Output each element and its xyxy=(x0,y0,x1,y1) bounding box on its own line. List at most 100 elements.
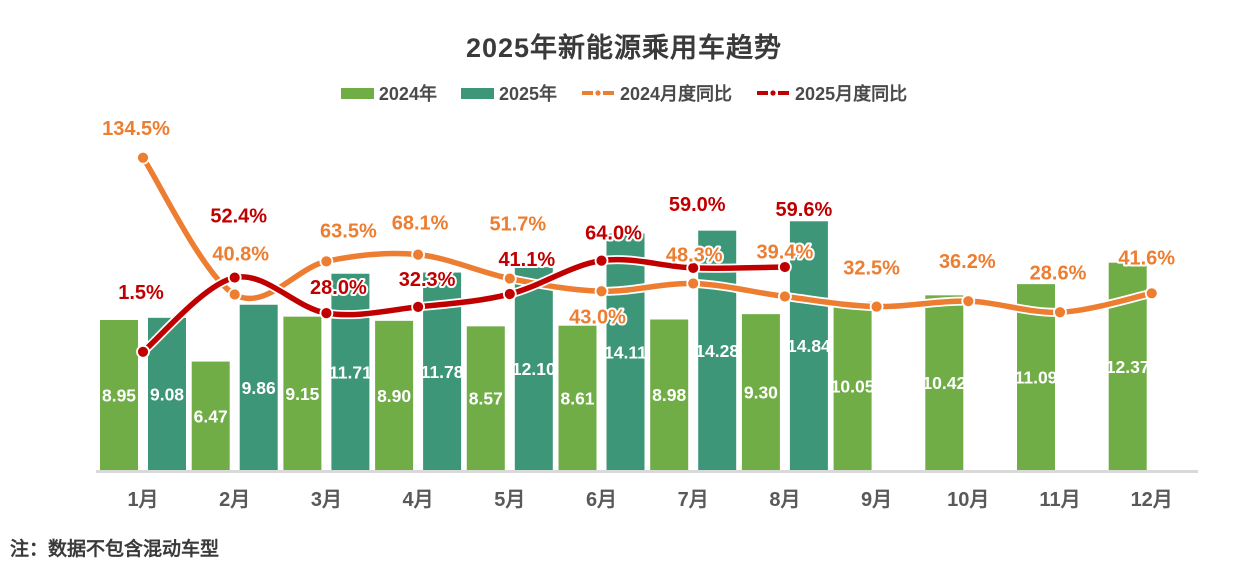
bar-y2024-m6 xyxy=(558,325,597,470)
line-yoy2024 xyxy=(140,155,1155,316)
marker-dot-yoy2024-m4 xyxy=(411,247,426,262)
legend-swatch-2025-bar xyxy=(460,87,494,99)
x-tick-label-m10: 10月 xyxy=(947,489,989,511)
bar-value-label-y2024-m12: 12.37 xyxy=(1106,357,1150,377)
x-tick-label-m1: 1月 xyxy=(127,489,158,511)
x-tick-label-m4: 4月 xyxy=(403,489,434,511)
pct-label-yoy2025-m8: 59.6% xyxy=(776,199,833,221)
legend-dashdot-symbol-2025 xyxy=(756,88,790,98)
x-tick-label-m7: 7月 xyxy=(678,489,709,511)
x-tick-label-m6: 6月 xyxy=(586,489,617,511)
marker-dot-yoy2025-m8 xyxy=(778,260,792,274)
bar-value-label-y2025-m1: 9.08 xyxy=(150,384,184,404)
marker-dot-yoy2024-m8 xyxy=(778,289,792,304)
pct-label-yoy2024-m3: 63.5% xyxy=(320,220,377,242)
bar-y2025-m6 xyxy=(606,233,645,470)
bar-value-label-y2025-m8: 14.84 xyxy=(787,336,831,356)
marker-dot-yoy2025-m4 xyxy=(411,299,426,314)
x-tick-label-m3: 3月 xyxy=(311,489,342,511)
bar-value-label-y2025-m2: 9.86 xyxy=(242,378,276,398)
marker-dot-yoy2024-m10 xyxy=(961,294,976,309)
bar-y2025-m5 xyxy=(514,267,553,470)
bar-y2025-m3 xyxy=(331,273,370,470)
pct-label-yoy2024-m1: 134.5% xyxy=(102,118,170,140)
bar-value-label-y2025-m5: 12.10 xyxy=(512,359,556,379)
legend-label-2025-bars: 2025年 xyxy=(498,84,557,104)
marker-dot-yoy2024-m9 xyxy=(869,299,884,314)
x-tick-label-m11: 11月 xyxy=(1039,489,1080,511)
footnote: 注：数据不包含混动车型 xyxy=(10,539,220,560)
marker-dot-yoy2024-m7 xyxy=(686,276,701,291)
legend-swatch-2024-bar xyxy=(340,87,374,99)
marker-dot-yoy2025-m1 xyxy=(136,344,150,359)
legend-label-2024-bars: 2024年 xyxy=(378,84,437,104)
pct-label-yoy2025-m6: 64.0% xyxy=(585,223,642,245)
legend-dashdot-symbol-2024 xyxy=(581,88,615,98)
dashdot-icon xyxy=(582,90,614,96)
legend-item-2024-yoy-line: 2024月度同比 xyxy=(581,80,732,106)
pct-label-yoy2025-m3: 28.0% xyxy=(310,277,367,299)
marker-dot-yoy2025-m7 xyxy=(686,261,701,275)
bar-value-label-y2024-m6: 8.61 xyxy=(560,388,594,408)
pct-label-yoy2025-m5: 41.1% xyxy=(498,249,555,271)
pct-label-yoy2025-m1: 1.5% xyxy=(118,282,164,304)
bar-value-label-y2024-m2: 6.47 xyxy=(194,406,228,426)
bar-value-label-y2025-m4: 11.78 xyxy=(421,362,464,382)
x-tick-label-m5: 5月 xyxy=(494,489,525,511)
page-title: 2025年新能源乘用车趋势 xyxy=(465,33,783,63)
bar-value-label-y2024-m10: 10.42 xyxy=(922,373,966,393)
dashdot-icon xyxy=(757,90,790,96)
bar-y2024-m3 xyxy=(283,316,322,470)
legend-label-2025-yoy: 2025月度同比 xyxy=(795,84,908,104)
marker-dot-yoy2024-m2 xyxy=(227,287,242,302)
marker-dot-yoy2024-m5 xyxy=(502,271,517,286)
pct-label-yoy2024-m6: 43.0% xyxy=(569,306,626,328)
bar-value-label-y2024-m4: 8.90 xyxy=(377,386,411,406)
bar-y2024-m7 xyxy=(650,319,689,470)
legend-label-2024-yoy: 2024月度同比 xyxy=(620,84,733,104)
bar-y2024-m8 xyxy=(741,314,780,470)
legend-item-2024-bars: 2024年 xyxy=(340,80,437,106)
marker-dot-yoy2024-m12 xyxy=(1144,286,1159,301)
bar-y2025-m2 xyxy=(239,304,278,470)
x-tick-label-m9: 9月 xyxy=(861,489,892,511)
x-tick-label-m8: 8月 xyxy=(769,489,800,511)
pct-label-yoy2024-m4: 68.1% xyxy=(392,213,449,235)
pct-label-yoy2024-m12: 41.6% xyxy=(1118,247,1175,269)
pct-label-yoy2024-m2: 40.8% xyxy=(212,243,269,265)
marker-dot-yoy2025-m5 xyxy=(502,287,517,301)
pct-label-yoy2025-m7: 59.0% xyxy=(669,194,726,216)
x-tick-label-m2: 2月 xyxy=(219,489,250,511)
bar-value-label-y2024-m1: 8.95 xyxy=(102,385,136,405)
x-tick-label-m12: 12月 xyxy=(1131,489,1173,511)
pct-label-yoy2024-m9: 32.5% xyxy=(843,258,900,280)
marker-dot-yoy2024-m1 xyxy=(136,150,150,165)
pct-label-yoy2024-m7: 48.3% xyxy=(666,245,723,267)
bar-value-label-y2024-m3: 9.15 xyxy=(285,384,319,404)
bar-value-label-y2025-m6: 14.11 xyxy=(604,342,647,362)
bar-y2024-m4 xyxy=(375,320,414,470)
pct-label-yoy2025-m2: 52.4% xyxy=(210,206,267,228)
bar-value-label-y2025-m7: 14.28 xyxy=(695,341,739,361)
pct-label-yoy2024-m8: 39.4% xyxy=(757,242,814,264)
bar-value-label-y2024-m8: 9.30 xyxy=(744,383,778,403)
legend-item-2025-yoy-line: 2025月度同比 xyxy=(756,80,907,106)
bar-value-label-y2024-m7: 8.98 xyxy=(652,385,686,405)
bar-y2024-m2 xyxy=(191,361,230,470)
bar-value-label-y2024-m9: 10.05 xyxy=(831,376,875,396)
pct-label-yoy2025-m4: 32.3% xyxy=(399,269,456,291)
pct-label-yoy2024-m10: 36.2% xyxy=(939,251,996,273)
bar-y2024-m1 xyxy=(100,319,138,470)
marker-dot-yoy2025-m6 xyxy=(594,253,609,268)
pct-label-yoy2024-m11: 28.6% xyxy=(1030,262,1087,284)
bar-y2024-m9 xyxy=(833,301,872,470)
pct-label-yoy2024-m5: 51.7% xyxy=(489,214,546,236)
bar-value-label-y2024-m11: 11.09 xyxy=(1015,368,1058,388)
marker-dot-yoy2024-m6 xyxy=(594,284,609,299)
bar-value-label-y2025-m3: 11.71 xyxy=(329,362,372,382)
bar-y2024-m5 xyxy=(466,326,505,470)
marker-dot-yoy2025-m2 xyxy=(227,270,242,285)
chart-legend: 2024年 2025年 2024月度同比 2025月度同比 xyxy=(0,80,1248,106)
marker-dot-yoy2025-m3 xyxy=(319,306,334,321)
